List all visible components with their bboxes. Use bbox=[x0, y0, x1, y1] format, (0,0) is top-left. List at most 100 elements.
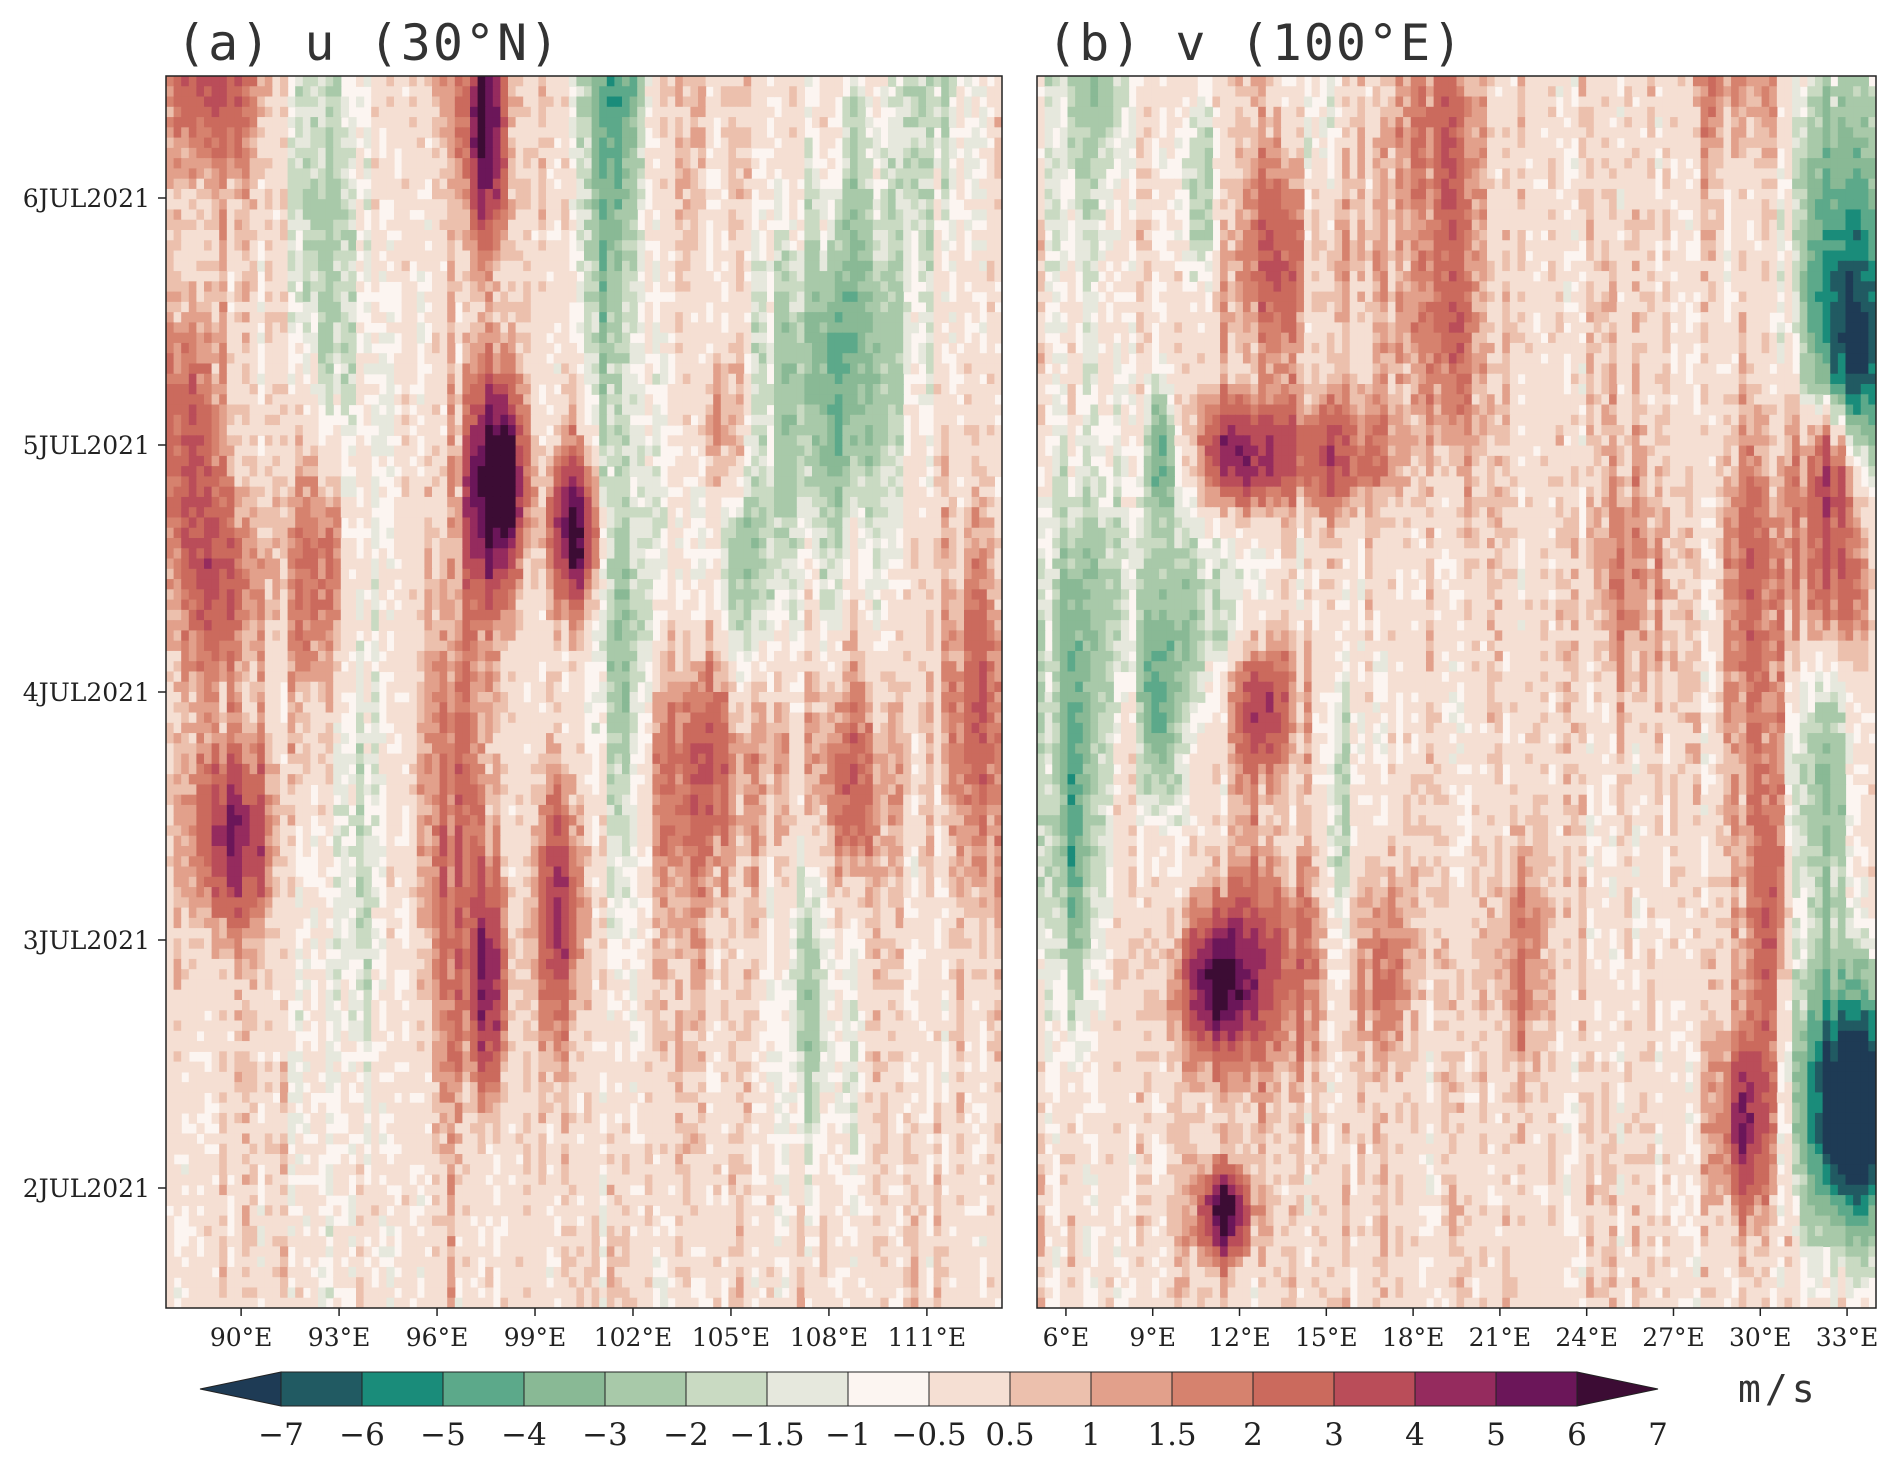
heatmap-cell bbox=[500, 188, 509, 200]
heatmap-cell bbox=[948, 455, 957, 467]
heatmap-cell bbox=[188, 312, 197, 323]
heatmap-cell bbox=[318, 240, 327, 252]
heatmap-cell bbox=[454, 414, 463, 426]
heatmap-cell bbox=[979, 548, 988, 560]
heatmap-cell bbox=[720, 76, 729, 87]
heatmap-cell bbox=[644, 404, 653, 416]
heatmap-cell bbox=[796, 106, 805, 118]
heatmap-cell bbox=[888, 466, 897, 477]
heatmap-cell bbox=[515, 260, 524, 272]
heatmap-cell bbox=[181, 271, 190, 282]
heatmap-cell bbox=[454, 363, 463, 375]
heatmap-cell bbox=[394, 414, 403, 426]
heatmap-cell bbox=[181, 507, 190, 519]
heatmap-cell bbox=[492, 106, 501, 118]
heatmap-cell bbox=[812, 538, 821, 549]
heatmap-cell bbox=[971, 517, 980, 529]
heatmap-cell bbox=[888, 158, 897, 169]
heatmap-cell bbox=[188, 589, 197, 601]
heatmap-cell bbox=[211, 312, 220, 323]
heatmap-cell bbox=[363, 404, 372, 416]
heatmap-cell bbox=[667, 127, 676, 139]
heatmap-cell bbox=[424, 158, 433, 169]
heatmap-cell bbox=[188, 342, 197, 354]
heatmap-cell bbox=[895, 260, 904, 272]
heatmap-cell bbox=[675, 496, 684, 508]
heatmap-cell bbox=[789, 230, 798, 241]
heatmap-cell bbox=[606, 332, 615, 344]
heatmap-cell bbox=[356, 466, 365, 477]
heatmap-cell bbox=[219, 230, 228, 241]
heatmap-cell bbox=[971, 230, 980, 241]
heatmap-cell bbox=[652, 199, 661, 211]
heatmap-cell bbox=[789, 486, 798, 498]
heatmap-cell bbox=[971, 579, 980, 590]
heatmap-cell bbox=[424, 76, 433, 87]
heatmap-cell bbox=[257, 158, 266, 169]
heatmap-cell bbox=[318, 353, 327, 365]
heatmap-cell bbox=[462, 312, 471, 323]
heatmap-cell bbox=[447, 507, 456, 519]
heatmap-cell bbox=[591, 579, 600, 590]
heatmap-cell bbox=[348, 353, 357, 365]
heatmap-cell bbox=[219, 589, 228, 601]
heatmap-cell bbox=[401, 548, 410, 560]
heatmap-cell bbox=[827, 76, 836, 87]
heatmap-cell bbox=[287, 517, 296, 529]
heatmap-cell bbox=[318, 363, 327, 375]
heatmap-cell bbox=[500, 291, 509, 303]
heatmap-cell bbox=[964, 466, 973, 477]
heatmap-cell bbox=[720, 96, 729, 108]
heatmap-cell bbox=[523, 322, 532, 334]
heatmap-cell bbox=[660, 312, 669, 323]
heatmap-cell bbox=[492, 127, 501, 139]
heatmap-cell bbox=[523, 250, 532, 262]
heatmap-cell bbox=[751, 291, 760, 303]
heatmap-cell bbox=[485, 127, 494, 139]
heatmap-cell bbox=[637, 199, 646, 211]
heatmap-cell bbox=[705, 496, 714, 508]
heatmap-cell bbox=[234, 106, 243, 118]
heatmap-cell bbox=[538, 230, 547, 241]
heatmap-cell bbox=[454, 517, 463, 529]
heatmap-cell bbox=[675, 188, 684, 200]
heatmap-cell bbox=[842, 363, 851, 375]
heatmap-cell bbox=[188, 322, 197, 334]
heatmap-cell bbox=[842, 106, 851, 118]
heatmap-cell bbox=[173, 250, 182, 262]
heatmap-cell bbox=[523, 188, 532, 200]
heatmap-cell bbox=[857, 404, 866, 416]
heatmap-cell bbox=[561, 230, 570, 241]
heatmap-cell bbox=[211, 291, 220, 303]
heatmap-cell bbox=[834, 332, 843, 344]
heatmap-cell bbox=[720, 414, 729, 426]
heatmap-cell bbox=[318, 538, 327, 549]
heatmap-cell bbox=[424, 568, 433, 580]
heatmap-cell bbox=[591, 322, 600, 334]
heatmap-cell bbox=[394, 271, 403, 282]
heatmap-cell bbox=[614, 106, 623, 118]
heatmap-cell bbox=[606, 373, 615, 385]
heatmap-cell bbox=[850, 158, 859, 169]
heatmap-cell bbox=[728, 517, 737, 529]
heatmap-cell bbox=[447, 435, 456, 447]
heatmap-cell bbox=[599, 106, 608, 118]
heatmap-cell bbox=[804, 332, 813, 344]
heatmap-cell bbox=[705, 281, 714, 293]
heatmap-cell bbox=[926, 394, 935, 406]
heatmap-cell bbox=[872, 106, 881, 118]
heatmap-cell bbox=[508, 548, 517, 560]
heatmap-cell bbox=[272, 76, 281, 87]
heatmap-cell bbox=[606, 548, 615, 560]
heatmap-cell bbox=[850, 425, 859, 436]
heatmap-cell bbox=[530, 425, 539, 436]
heatmap-cell bbox=[166, 425, 175, 436]
heatmap-cell bbox=[219, 117, 228, 128]
heatmap-cell bbox=[728, 96, 737, 108]
heatmap-cell bbox=[842, 517, 851, 529]
heatmap-cell bbox=[948, 589, 957, 601]
heatmap-cell bbox=[416, 86, 425, 98]
heatmap-cell bbox=[363, 517, 372, 529]
heatmap-cell bbox=[219, 147, 228, 159]
heatmap-cell bbox=[850, 568, 859, 580]
